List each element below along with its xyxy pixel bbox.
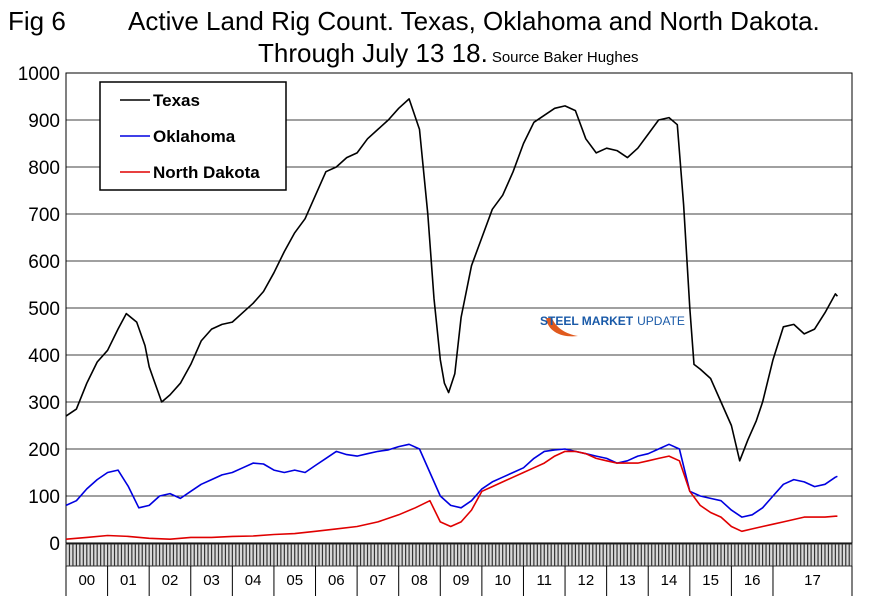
y-tick-label: 800 (28, 158, 60, 179)
series-line-north-dakota (65, 450, 838, 541)
x-category-label: 04 (245, 572, 262, 589)
x-category-label: 03 (203, 572, 220, 589)
watermark-bold-text: STEEL MARKET (540, 314, 634, 328)
x-category-label: 15 (702, 572, 719, 589)
x-category-label: 13 (619, 572, 636, 589)
y-tick-label: 100 (28, 487, 60, 508)
y-tick-label: 0 (49, 534, 60, 555)
y-tick-labels: 0 100 200 300 400 500 600 700 800 900 1000 (18, 64, 60, 555)
watermark-swoosh-icon (546, 318, 578, 337)
chart-title-line-1: Active Land Rig Count. Texas, Oklahoma a… (128, 6, 820, 36)
legend-label-oklahoma: Oklahoma (153, 127, 236, 146)
y-tick-label: 900 (28, 111, 60, 132)
y-tick-label: 1000 (18, 64, 60, 85)
y-tick-label: 700 (28, 205, 60, 226)
legend-label-north-dakota: North Dakota (153, 163, 260, 182)
x-category-label: 07 (370, 572, 387, 589)
legend-label-texas: Texas (153, 91, 200, 110)
x-category-label: 09 (453, 572, 470, 589)
steel-market-update-watermark: STEEL MARKET UPDATE (540, 314, 685, 337)
y-tick-label: 300 (28, 393, 60, 414)
x-category-label: 01 (120, 572, 137, 589)
x-category-label: 16 (744, 572, 761, 589)
x-category-label: 06 (328, 572, 345, 589)
y-tick-label: 600 (28, 252, 60, 273)
x-axis-date-band (65, 543, 853, 567)
y-tick-label: 500 (28, 299, 60, 320)
series-line-texas (65, 98, 839, 462)
x-category-labels: 00 01 02 03 04 05 06 07 08 09 10 11 12 13 14 15 16 17 (65, 566, 853, 596)
x-category-label: 08 (411, 572, 428, 589)
x-category-label: 14 (661, 572, 678, 589)
x-category-label: 02 (162, 572, 179, 589)
y-tick-label: 200 (28, 440, 60, 461)
x-category-label: 00 (78, 572, 95, 589)
chart-title-line-2-text: Through July 13 18. (258, 38, 488, 68)
chart-source-note: Source Baker Hughes (491, 49, 639, 66)
x-category-label: 11 (536, 572, 552, 589)
watermark-light-text: UPDATE (637, 314, 685, 328)
x-category-label: 10 (494, 572, 511, 589)
figure-label: Fig 6 (8, 6, 66, 36)
y-tick-label: 400 (28, 346, 60, 367)
chart-title-line-2: Through July 13 18. Source Baker Hughes (258, 38, 639, 69)
watermark-text: STEEL MARKET UPDATE (540, 314, 685, 328)
x-category-label: 17 (804, 572, 821, 589)
legend: Texas Oklahoma North Dakota (99, 81, 287, 191)
x-category-label: 05 (286, 572, 303, 589)
series-lines (65, 98, 839, 541)
series-line-oklahoma (65, 443, 838, 518)
header: Fig 6 Active Land Rig Count. Texas, Okla… (0, 0, 878, 70)
x-category-label: 12 (577, 572, 594, 589)
